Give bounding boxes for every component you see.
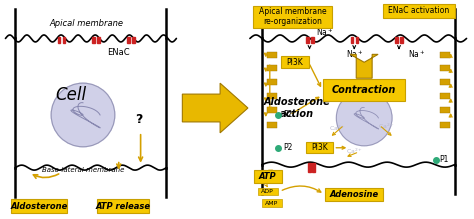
FancyBboxPatch shape (440, 107, 450, 113)
Text: Aldosterone: Aldosterone (10, 202, 68, 211)
Text: P2: P2 (284, 143, 293, 152)
Text: Baso-lateral membrane: Baso-lateral membrane (42, 167, 124, 173)
Circle shape (337, 90, 392, 146)
Polygon shape (63, 37, 65, 43)
Text: PI3K: PI3K (311, 143, 328, 152)
FancyBboxPatch shape (267, 122, 277, 128)
Text: Apical membrane: Apical membrane (49, 19, 123, 28)
Polygon shape (356, 37, 358, 43)
FancyBboxPatch shape (267, 107, 277, 113)
FancyBboxPatch shape (383, 4, 455, 18)
FancyBboxPatch shape (267, 52, 277, 58)
FancyBboxPatch shape (323, 79, 405, 101)
Polygon shape (395, 37, 398, 43)
Polygon shape (132, 37, 135, 43)
FancyBboxPatch shape (267, 79, 277, 85)
Text: P2: P2 (284, 110, 293, 120)
FancyBboxPatch shape (11, 200, 67, 213)
FancyBboxPatch shape (267, 65, 277, 71)
FancyBboxPatch shape (267, 93, 277, 99)
FancyBboxPatch shape (440, 93, 450, 99)
Polygon shape (97, 37, 100, 43)
Text: Contraction: Contraction (332, 85, 396, 95)
Text: PI3K: PI3K (286, 58, 303, 67)
Text: Na$^+$: Na$^+$ (346, 48, 363, 60)
Text: Adenosine: Adenosine (330, 190, 379, 199)
FancyBboxPatch shape (262, 200, 282, 207)
Text: Na$^+$: Na$^+$ (408, 48, 426, 60)
Text: Cell: Cell (55, 86, 87, 104)
FancyBboxPatch shape (440, 122, 450, 128)
Polygon shape (306, 37, 309, 43)
Polygon shape (308, 163, 310, 172)
Polygon shape (127, 37, 130, 43)
FancyBboxPatch shape (253, 6, 332, 28)
Text: ?: ? (135, 113, 142, 126)
FancyBboxPatch shape (97, 200, 148, 213)
Polygon shape (311, 37, 313, 43)
Text: AMP: AMP (265, 201, 278, 206)
FancyBboxPatch shape (440, 65, 450, 71)
Text: P1: P1 (440, 155, 449, 164)
Text: Na$^+$: Na$^+$ (316, 27, 333, 38)
FancyBboxPatch shape (258, 187, 278, 195)
Polygon shape (350, 54, 378, 78)
Text: ADP: ADP (262, 189, 274, 194)
Text: Ca$^{2+}$: Ca$^{2+}$ (379, 121, 396, 131)
Text: ATP: ATP (259, 172, 277, 181)
FancyBboxPatch shape (281, 56, 309, 68)
Text: ATP release: ATP release (95, 202, 150, 211)
FancyBboxPatch shape (440, 79, 450, 85)
FancyBboxPatch shape (306, 142, 333, 153)
Text: Ca$^{2+}$: Ca$^{2+}$ (346, 147, 363, 156)
Text: Aldosterone
action: Aldosterone action (263, 97, 330, 119)
Polygon shape (58, 37, 60, 43)
Text: ENaC activation: ENaC activation (388, 6, 449, 15)
Text: ENaC: ENaC (108, 48, 130, 57)
Polygon shape (401, 37, 403, 43)
FancyBboxPatch shape (326, 187, 383, 201)
Text: Apical membrane
re-organization: Apical membrane re-organization (259, 7, 327, 26)
FancyBboxPatch shape (254, 170, 282, 183)
Polygon shape (351, 37, 353, 43)
FancyBboxPatch shape (440, 52, 450, 58)
Polygon shape (311, 163, 315, 172)
Polygon shape (92, 37, 95, 43)
Circle shape (51, 83, 115, 147)
Polygon shape (182, 83, 248, 133)
Text: Ca$^{2+}$: Ca$^{2+}$ (329, 123, 346, 132)
